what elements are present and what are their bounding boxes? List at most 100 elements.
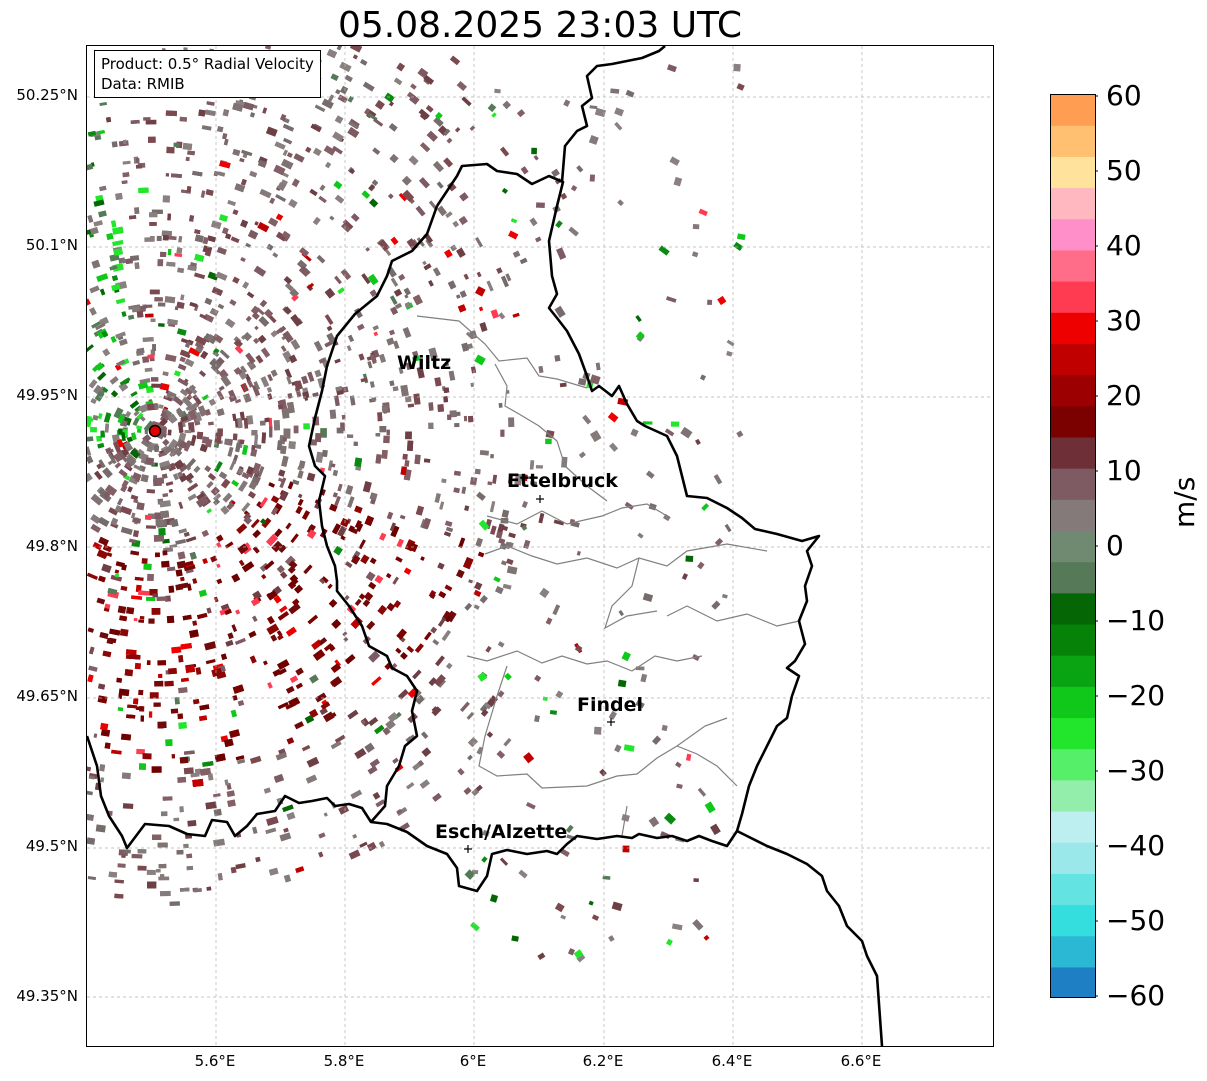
velocity-echo (371, 397, 377, 401)
velocity-echo (124, 849, 131, 854)
canton-border-grev (676, 745, 738, 787)
velocity-echo (699, 374, 707, 381)
velocity-echo (198, 370, 207, 378)
velocity-echo (135, 706, 143, 711)
velocity-echo (173, 817, 180, 822)
colorbar-segment (1050, 468, 1096, 500)
velocity-echo (461, 486, 467, 494)
velocity-echo (533, 154, 539, 161)
velocity-echo (412, 350, 419, 357)
velocity-echo (661, 724, 668, 732)
velocity-echo (246, 415, 254, 425)
velocity-echo (100, 777, 105, 783)
velocity-echo (456, 411, 461, 417)
velocity-echo (295, 866, 305, 874)
velocity-echo (508, 417, 515, 428)
velocity-echo (599, 768, 607, 777)
velocity-echo (577, 378, 587, 386)
colorbar-segment (1050, 218, 1096, 251)
velocity-echo (206, 508, 213, 514)
velocity-echo (184, 564, 196, 572)
velocity-echo (529, 217, 538, 227)
radar-map[interactable]: Wiltz Ettelbruck Findel Esch/Alzette (86, 45, 994, 1047)
velocity-echo (168, 667, 177, 675)
velocity-echo (675, 761, 682, 768)
velocity-echo (164, 296, 176, 304)
velocity-echo (456, 247, 466, 258)
velocity-echo (218, 471, 228, 480)
velocity-echo (280, 445, 287, 455)
velocity-echo (266, 623, 280, 635)
velocity-echo (452, 220, 459, 228)
velocity-echo (476, 746, 484, 755)
velocity-echo (120, 585, 128, 591)
colorbar-tick: −10 (1106, 604, 1166, 637)
velocity-echo (162, 492, 169, 498)
velocity-echo (151, 766, 162, 773)
velocity-echo (180, 642, 193, 650)
velocity-echo (275, 213, 284, 221)
velocity-echo (342, 219, 354, 230)
velocity-echo (506, 565, 518, 575)
colorbar-segment (1050, 125, 1096, 157)
velocity-echo (501, 509, 510, 518)
velocity-echo (350, 46, 363, 53)
velocity-echo (555, 220, 563, 229)
velocity-echo (458, 537, 466, 549)
velocity-echo (293, 584, 304, 594)
velocity-echo (350, 789, 363, 800)
velocity-echo (253, 265, 267, 277)
velocity-echo (360, 719, 366, 725)
velocity-echo (324, 643, 333, 652)
colorbar-segment (1050, 312, 1096, 344)
velocity-echo (693, 878, 699, 883)
velocity-echo (169, 901, 180, 907)
velocity-echo (483, 702, 492, 710)
velocity-echo (123, 139, 127, 145)
velocity-echo (167, 318, 178, 326)
velocity-echo (107, 587, 118, 595)
velocity-echo (289, 574, 299, 583)
colorbar-tick: 30 (1106, 304, 1142, 337)
velocity-echo (470, 382, 474, 387)
velocity-echo (132, 417, 140, 426)
velocity-echo (99, 288, 106, 296)
velocity-echo (298, 460, 306, 469)
velocity-echo (482, 829, 490, 837)
velocity-echo (104, 603, 111, 609)
velocity-echo (396, 806, 408, 816)
velocity-echo (283, 428, 291, 439)
velocity-echo (404, 294, 409, 299)
velocity-echo (257, 466, 265, 478)
velocity-echo (157, 259, 164, 267)
velocity-echo (143, 434, 152, 442)
velocity-echo (618, 610, 624, 617)
velocity-echo (578, 451, 586, 459)
velocity-echo (531, 147, 537, 155)
velocity-echo (503, 737, 512, 747)
velocity-echo (98, 459, 106, 469)
velocity-echo (736, 233, 746, 241)
velocity-echo (286, 737, 295, 745)
velocity-echo (635, 331, 645, 341)
velocity-echo (275, 751, 288, 761)
velocity-echo (341, 414, 346, 420)
velocity-echo (93, 220, 103, 227)
velocity-echo (178, 582, 189, 589)
velocity-echo (283, 827, 289, 833)
velocity-echo (178, 235, 183, 243)
velocity-echo (95, 322, 106, 331)
velocity-echo (525, 801, 536, 810)
velocity-echo (473, 589, 482, 598)
velocity-echo (324, 287, 336, 299)
velocity-echo (318, 637, 327, 646)
velocity-echo (111, 141, 118, 148)
velocity-echo (213, 838, 225, 847)
velocity-echo (588, 134, 599, 145)
velocity-echo (90, 427, 97, 433)
velocity-echo (116, 497, 124, 506)
velocity-echo (89, 646, 95, 655)
border-belgium-luxembourg (87, 162, 821, 893)
velocity-echo (250, 597, 261, 607)
velocity-echo (120, 526, 133, 535)
